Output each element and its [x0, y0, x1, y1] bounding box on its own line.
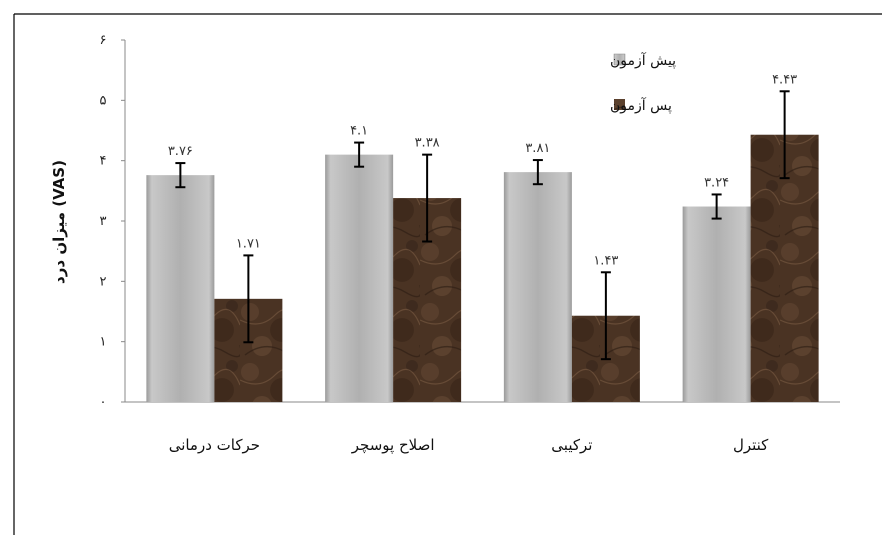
y-tick-label: ۰	[100, 395, 107, 410]
y-tick-label: ۶	[100, 33, 107, 48]
y-tick-label: ۳	[100, 214, 107, 229]
legend-label-pretest: پیش آزمون	[610, 52, 676, 69]
legend-swatch-pretest	[613, 53, 626, 66]
category-label: اصلاح پوسچر	[351, 436, 435, 455]
legend: پیش آزمون پس آزمون	[610, 52, 676, 114]
category-label: کنترل	[733, 436, 769, 454]
category-label: ترکیبی	[551, 436, 592, 454]
y-tick-label: ۵	[100, 93, 107, 108]
y-tick-label: ۱	[100, 335, 107, 350]
data-label-pretest: ۳.۸۱	[525, 141, 550, 156]
data-label-pretest: ۳.۷۶	[168, 144, 193, 159]
bar-posttest	[750, 134, 819, 402]
data-label-posttest: ۴.۴۳	[772, 72, 797, 87]
category-label: حرکات درمانی	[169, 436, 260, 454]
bar-pretest	[503, 172, 572, 402]
data-label-pretest: ۴.۱	[350, 124, 368, 139]
legend-swatch-posttest	[614, 99, 625, 110]
data-label-pretest: ۳.۲۴	[704, 175, 729, 190]
y-tick-label: ۲	[100, 274, 107, 289]
y-tick-label: ۴	[100, 154, 107, 169]
y-axis-ticks: ۰ ۱ ۲ ۳ ۴ ۵ ۶	[100, 33, 125, 410]
data-label-posttest: ۱.۷۱	[236, 236, 261, 251]
data-label-posttest: ۱.۴۳	[593, 253, 618, 268]
bar-pretest	[682, 206, 751, 402]
plot-area: ۳.۷۶ ۱.۷۱ ۴.۱ ۳.۳۸ ۳.۸۱ ۱.۴۳ ۳.۲۴ ۴.۴۳	[124, 40, 840, 403]
bar-pretest	[325, 154, 394, 402]
data-label-posttest: ۳.۳۸	[415, 136, 440, 151]
bar-pretest	[146, 175, 215, 402]
y-axis-title: میزان درد (VAS)	[50, 160, 68, 284]
legend-label-posttest: پس آزمون	[610, 97, 672, 114]
x-axis-categories: حرکات درمانی اصلاح پوسچر ترکیبی کنترل	[169, 436, 769, 455]
